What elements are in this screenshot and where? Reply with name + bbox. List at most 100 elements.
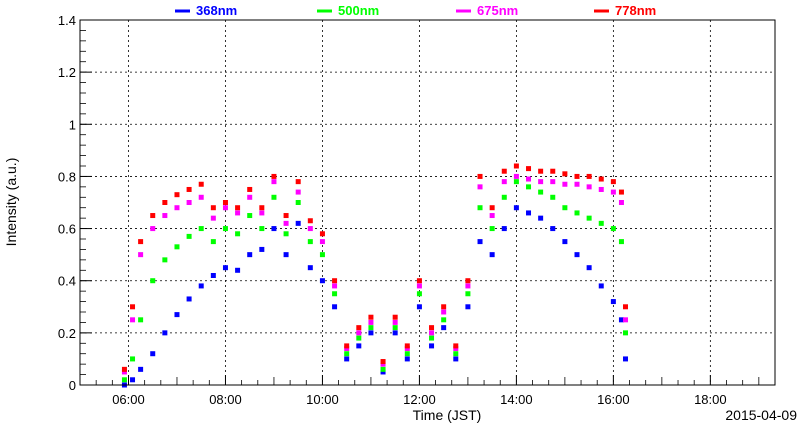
data-point (210, 205, 216, 211)
data-point (538, 179, 544, 185)
data-point (356, 330, 362, 336)
data-point (392, 330, 398, 336)
date-label: 2015-04-09 (725, 407, 797, 423)
data-point (210, 273, 216, 278)
data-point (121, 377, 127, 383)
data-point (138, 317, 144, 323)
data-point (538, 168, 544, 174)
data-point (344, 343, 350, 349)
data-point (198, 181, 204, 187)
data-point (622, 330, 628, 336)
data-point (562, 239, 568, 245)
data-point (307, 226, 313, 232)
y-tick-label: 0.2 (58, 326, 76, 341)
data-point (222, 265, 228, 271)
data-point (130, 377, 136, 383)
data-point (380, 366, 386, 372)
data-point (610, 189, 616, 195)
data-point (501, 226, 507, 232)
data-point (283, 213, 289, 219)
data-point (295, 179, 301, 185)
data-point (586, 265, 592, 271)
plot-area (121, 163, 628, 388)
data-point (210, 215, 216, 221)
data-point (222, 226, 228, 232)
data-point (429, 343, 435, 349)
data-point (271, 179, 277, 185)
data-point (453, 346, 459, 351)
data-point (477, 239, 483, 245)
data-point (618, 189, 624, 195)
data-point (344, 346, 350, 351)
data-point (247, 252, 253, 258)
data-point (368, 314, 374, 320)
data-point (283, 252, 289, 258)
data-point (222, 205, 228, 211)
data-point (526, 166, 532, 172)
data-point (513, 179, 519, 185)
data-point (429, 335, 435, 341)
x-tick-label: 06:00 (112, 392, 145, 407)
data-point (550, 179, 556, 185)
data-point (441, 309, 447, 315)
data-point (453, 351, 459, 357)
data-point (162, 330, 168, 336)
data-point (259, 205, 265, 211)
data-point (259, 226, 265, 232)
data-point (501, 168, 507, 174)
data-point (404, 346, 410, 351)
data-point (513, 205, 519, 211)
series-778nm (121, 163, 628, 372)
data-point (380, 359, 386, 365)
legend-label: 778nm (615, 3, 656, 18)
data-point (489, 213, 495, 219)
data-point (392, 314, 398, 320)
y-axis-title: Intensity (a.u.) (3, 158, 19, 247)
data-point (526, 176, 532, 182)
data-point (186, 296, 192, 302)
data-point (150, 226, 156, 232)
data-point (453, 343, 459, 349)
data-point (368, 319, 374, 325)
y-tick-label: 1.2 (58, 65, 76, 80)
data-point (465, 304, 471, 310)
data-point (356, 343, 362, 349)
data-point (477, 205, 483, 211)
data-point (121, 366, 127, 372)
data-point (368, 325, 374, 331)
data-point (550, 226, 556, 232)
data-point (247, 186, 253, 192)
grid (80, 20, 775, 385)
data-point (489, 205, 495, 211)
data-point (235, 231, 241, 237)
data-point (198, 283, 204, 289)
data-point (271, 226, 277, 232)
series-675nm (121, 173, 628, 375)
data-point (332, 283, 338, 289)
data-point (174, 244, 180, 250)
data-point (198, 226, 204, 232)
data-point (404, 351, 410, 357)
data-point (618, 317, 624, 323)
data-point (610, 226, 616, 232)
data-point (618, 239, 624, 245)
data-point (259, 246, 265, 252)
data-point (562, 171, 568, 177)
data-point (404, 343, 410, 349)
data-point (416, 278, 422, 284)
data-point (550, 168, 556, 174)
data-point (344, 351, 350, 357)
data-point (574, 252, 580, 258)
data-point (598, 220, 604, 226)
data-point (295, 189, 301, 195)
data-point (319, 231, 325, 237)
data-point (416, 283, 422, 289)
data-point (222, 200, 228, 205)
data-point (130, 356, 136, 362)
data-point (162, 213, 168, 219)
x-tick-label: 12:00 (403, 392, 436, 407)
data-point (283, 231, 289, 237)
data-point (259, 210, 265, 216)
data-point (574, 181, 580, 187)
data-point (186, 233, 192, 239)
